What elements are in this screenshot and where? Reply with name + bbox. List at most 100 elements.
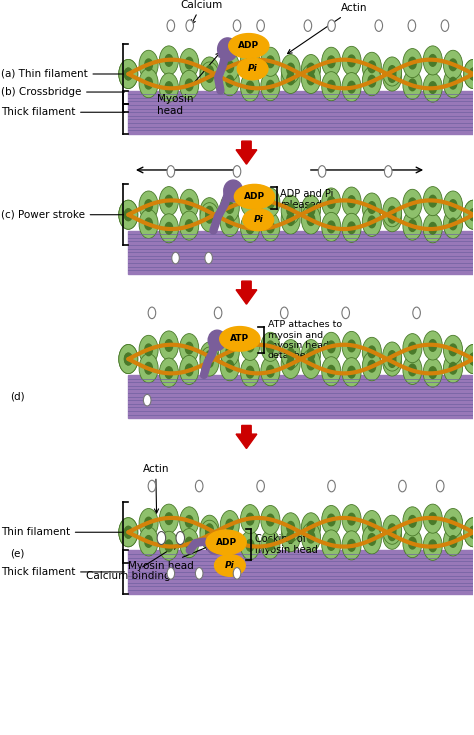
Text: (b) Crossbridge: (b) Crossbridge — [0, 87, 125, 97]
Circle shape — [444, 68, 463, 98]
Circle shape — [233, 567, 241, 579]
Circle shape — [226, 360, 234, 372]
Circle shape — [469, 68, 474, 80]
Circle shape — [444, 335, 463, 365]
Circle shape — [328, 341, 335, 353]
Text: ADP: ADP — [238, 41, 259, 51]
Circle shape — [226, 346, 234, 358]
Circle shape — [206, 351, 213, 362]
Circle shape — [423, 504, 442, 533]
Text: (a) Thin filament: (a) Thin filament — [0, 69, 125, 79]
Circle shape — [307, 522, 315, 533]
Circle shape — [281, 307, 288, 319]
Text: Myosin
head: Myosin head — [156, 52, 220, 116]
Circle shape — [139, 509, 158, 537]
Circle shape — [328, 197, 335, 208]
Circle shape — [388, 212, 396, 223]
Circle shape — [423, 187, 442, 215]
Circle shape — [322, 506, 341, 534]
Circle shape — [322, 212, 341, 242]
Text: Calcium binding: Calcium binding — [86, 545, 177, 581]
Circle shape — [362, 351, 382, 381]
Circle shape — [307, 531, 315, 543]
Circle shape — [233, 165, 241, 177]
Circle shape — [449, 218, 457, 230]
Polygon shape — [236, 281, 257, 304]
Circle shape — [220, 67, 239, 96]
Circle shape — [220, 193, 239, 222]
Ellipse shape — [224, 180, 243, 201]
Circle shape — [423, 331, 442, 360]
Circle shape — [200, 515, 219, 545]
Circle shape — [119, 200, 138, 229]
Circle shape — [469, 209, 474, 220]
Circle shape — [200, 57, 219, 86]
Circle shape — [125, 209, 132, 220]
Text: ATP attaches to
myosin and
myosin head
detaches: ATP attaches to myosin and myosin head d… — [268, 320, 342, 360]
Circle shape — [362, 511, 382, 539]
Circle shape — [328, 539, 335, 551]
Circle shape — [226, 216, 234, 228]
Circle shape — [301, 513, 320, 542]
Circle shape — [348, 340, 356, 352]
Circle shape — [139, 68, 158, 98]
Circle shape — [167, 165, 174, 177]
Circle shape — [301, 349, 320, 379]
Circle shape — [362, 193, 382, 222]
Circle shape — [429, 82, 437, 93]
Circle shape — [220, 351, 239, 381]
Circle shape — [301, 205, 320, 234]
Circle shape — [388, 65, 396, 77]
Circle shape — [205, 252, 212, 264]
Circle shape — [226, 201, 234, 213]
Circle shape — [403, 190, 422, 218]
Circle shape — [233, 20, 241, 32]
Circle shape — [246, 539, 254, 551]
Circle shape — [206, 207, 213, 218]
Circle shape — [185, 537, 193, 549]
Text: ADP: ADP — [244, 192, 265, 201]
Circle shape — [266, 539, 274, 551]
Circle shape — [469, 354, 474, 365]
Circle shape — [403, 356, 422, 384]
Circle shape — [328, 480, 335, 492]
Circle shape — [125, 526, 132, 538]
Circle shape — [139, 527, 158, 556]
Text: Actin: Actin — [288, 3, 367, 54]
Circle shape — [145, 362, 153, 374]
Circle shape — [368, 360, 375, 372]
Circle shape — [322, 332, 341, 362]
Circle shape — [403, 49, 422, 78]
Circle shape — [226, 76, 234, 87]
Circle shape — [328, 20, 335, 32]
Circle shape — [375, 20, 383, 32]
Circle shape — [307, 63, 315, 75]
Circle shape — [409, 57, 416, 69]
Circle shape — [388, 351, 396, 362]
Circle shape — [413, 307, 420, 319]
Circle shape — [240, 73, 260, 101]
Circle shape — [444, 354, 463, 383]
Circle shape — [362, 525, 382, 554]
Ellipse shape — [206, 534, 225, 555]
Circle shape — [159, 504, 178, 533]
Text: Myosin head: Myosin head — [128, 545, 210, 571]
Circle shape — [368, 534, 375, 545]
Circle shape — [348, 539, 356, 551]
Circle shape — [261, 188, 280, 217]
Circle shape — [145, 200, 153, 212]
Circle shape — [307, 204, 315, 215]
Circle shape — [368, 346, 375, 358]
Circle shape — [266, 341, 274, 353]
Circle shape — [180, 49, 199, 78]
Circle shape — [342, 73, 361, 101]
Circle shape — [157, 531, 165, 545]
Circle shape — [328, 514, 335, 526]
Circle shape — [307, 214, 315, 226]
Circle shape — [399, 480, 406, 492]
Circle shape — [148, 480, 156, 492]
Circle shape — [449, 59, 457, 71]
Circle shape — [384, 165, 392, 177]
Circle shape — [429, 513, 437, 525]
Bar — [128, 90, 474, 134]
